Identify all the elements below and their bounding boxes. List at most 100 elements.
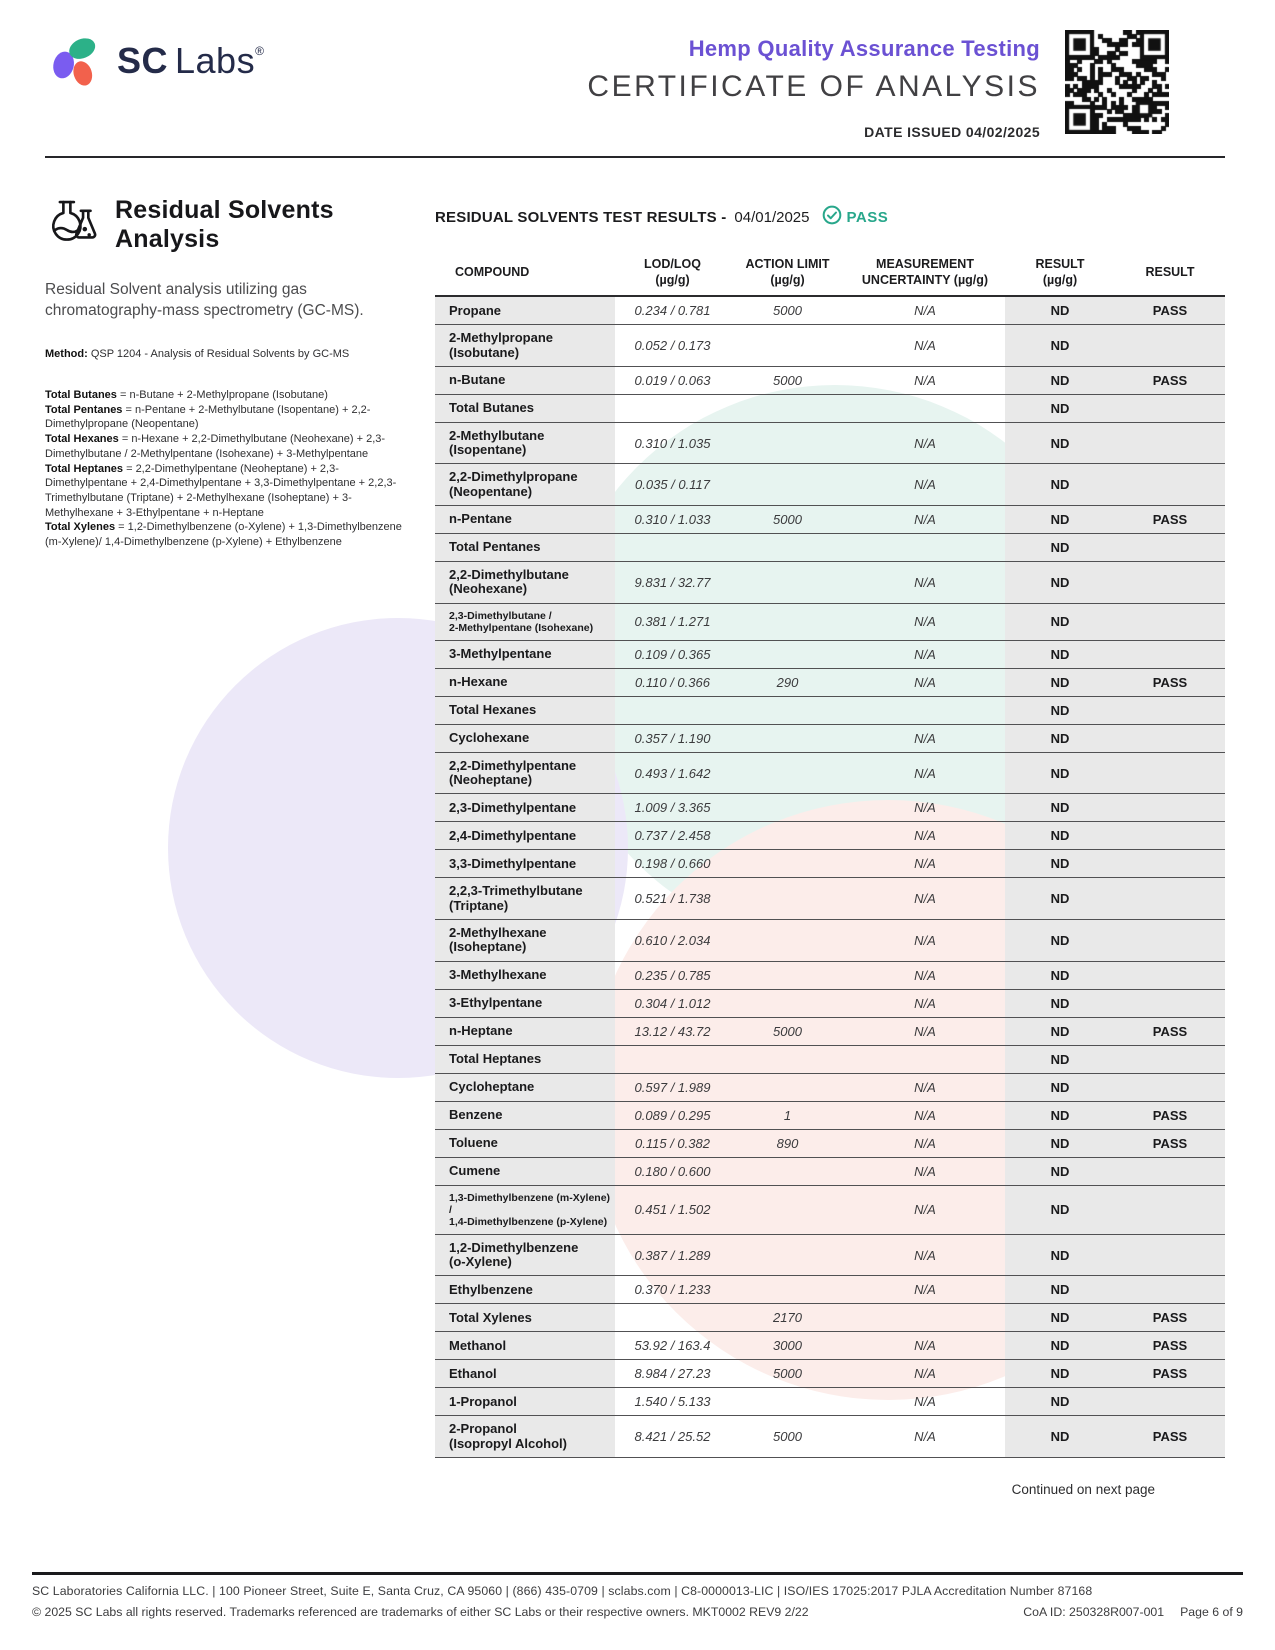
results-table-header: COMPOUND LOD/LOQ (µg/g) ACTION LIMIT (µg/g) M… — [435, 251, 1225, 298]
pass-cell — [1115, 724, 1225, 753]
header-divider — [45, 156, 1225, 158]
column-header: MEASUREMENT UNCERTAINTY (µg/g) — [845, 251, 1005, 298]
action-limit-cell — [730, 533, 845, 563]
result-cell: ND — [1005, 1017, 1115, 1046]
result-cell: ND — [1005, 1185, 1115, 1235]
table-row: Toluene 0.115 / 0.382 890 N/A ND PASS — [435, 1129, 1225, 1158]
action-limit-cell — [730, 1185, 845, 1235]
result-cell: ND — [1005, 877, 1115, 920]
lodloq-cell: 0.089 / 0.295 — [615, 1101, 730, 1130]
analysis-description: Residual Solvent analysis utilizing gas … — [45, 281, 364, 319]
uncertainty-cell: N/A — [845, 793, 1005, 823]
uncertainty-cell: N/A — [845, 296, 1005, 326]
pass-cell: PASS — [1115, 1129, 1225, 1158]
pass-cell: PASS — [1115, 1415, 1225, 1458]
pass-cell: PASS — [1115, 1101, 1225, 1130]
action-limit-cell — [730, 919, 845, 962]
pass-cell: PASS — [1115, 366, 1225, 395]
uncertainty-cell: N/A — [845, 668, 1005, 697]
pass-cell: PASS — [1115, 505, 1225, 535]
pass-cell: PASS — [1115, 1017, 1225, 1046]
pass-cell — [1115, 961, 1225, 990]
compound-cell: Total Xylenes — [435, 1303, 615, 1333]
result-cell: ND — [1005, 533, 1115, 563]
result-cell: ND — [1005, 463, 1115, 507]
compound-cell: 2,2-Dimethylpentane (Neoheptane) — [435, 752, 615, 795]
result-cell: ND — [1005, 1303, 1115, 1333]
section-title: Residual Solvents Analysis — [115, 196, 334, 253]
copyright-line: © 2025 SC Labs all rights reserved. Trad… — [32, 1605, 1243, 1619]
lodloq-cell — [615, 1045, 730, 1074]
result-cell: ND — [1005, 849, 1115, 879]
action-limit-cell: 3000 — [730, 1331, 845, 1361]
column-header: RESULT — [1115, 251, 1225, 298]
solvent-definitions: Total Butanes = n-Butane + 2-Methylpropa… — [45, 388, 420, 550]
compound-cell: 2,4-Dimethylpentane — [435, 821, 615, 851]
lodloq-cell: 0.381 / 1.271 — [615, 603, 730, 641]
results-table: COMPOUND LOD/LOQ (µg/g) ACTION LIMIT (µg/g) M… — [435, 251, 1225, 1458]
compound-cell: n-Pentane — [435, 505, 615, 535]
result-cell: ND — [1005, 1359, 1115, 1389]
table-row: 2,2-Dimethylpentane (Neoheptane) 0.493 / … — [435, 752, 1225, 795]
pass-cell — [1115, 877, 1225, 920]
lodloq-cell: 0.597 / 1.989 — [615, 1073, 730, 1102]
results-table-body: Propane 0.234 / 0.781 5000 N/A ND PASS 2-Methy… — [435, 296, 1225, 1458]
pass-cell — [1115, 640, 1225, 669]
solvent-definition: Total Hexanes = n-Hexane + 2,2-Dimethylb… — [45, 433, 386, 460]
compound-cell: 2,2,3-Trimethylbutane (Triptane) — [435, 877, 615, 920]
lodloq-cell: 0.180 / 0.600 — [615, 1157, 730, 1186]
flask-icon — [45, 198, 101, 253]
table-row: 3-Methylpentane 0.109 / 0.365 N/A ND — [435, 640, 1225, 669]
solvent-definition: Total Pentanes = n-Pentane + 2-Methylbut… — [45, 403, 371, 431]
compound-cell: n-Butane — [435, 366, 615, 395]
pass-cell — [1115, 603, 1225, 641]
pass-cell: PASS — [1115, 1331, 1225, 1361]
result-cell: ND — [1005, 696, 1115, 725]
action-limit-cell — [730, 821, 845, 851]
solvent-definition: Total Xylenes = 1,2-Dimethylbenzene (o-X… — [45, 521, 402, 549]
method-label: Method: — [45, 347, 88, 360]
uncertainty-cell: N/A — [845, 366, 1005, 395]
table-row: 1,2-Dimethylbenzene (o-Xylene) 0.387 / 1.… — [435, 1234, 1225, 1277]
compound-cell: 1,2-Dimethylbenzene (o-Xylene) — [435, 1234, 615, 1277]
uncertainty-cell: N/A — [845, 1234, 1005, 1277]
pass-cell — [1115, 463, 1225, 507]
uncertainty-cell: N/A — [845, 1017, 1005, 1046]
action-limit-cell: 5000 — [730, 296, 845, 326]
lodloq-cell — [615, 533, 730, 563]
pass-cell — [1115, 752, 1225, 795]
definition-term: Total Heptanes — [45, 462, 124, 475]
uncertainty-cell — [845, 394, 1005, 423]
pass-cell — [1115, 849, 1225, 879]
lodloq-cell: 0.610 / 2.034 — [615, 919, 730, 962]
result-cell: ND — [1005, 821, 1115, 851]
table-row: n-Pentane 0.310 / 1.033 5000 N/A ND PASS — [435, 505, 1225, 535]
lodloq-cell: 0.110 / 0.366 — [615, 668, 730, 697]
action-limit-cell — [730, 561, 845, 604]
compound-cell: 2,2-Dimethylpropane (Neopentane) — [435, 463, 615, 507]
table-row: Methanol 53.92 / 163.4 3000 N/A ND PASS — [435, 1331, 1225, 1361]
results-date: 04/01/2025 — [734, 208, 810, 226]
lodloq-cell: 0.387 / 1.289 — [615, 1234, 730, 1277]
column-header: ACTION LIMIT (µg/g) — [730, 251, 845, 298]
results-section: RESIDUAL SOLVENTS TEST RESULTS - 04/01/2… — [435, 205, 1225, 1497]
lodloq-cell: 0.493 / 1.642 — [615, 752, 730, 795]
uncertainty-cell: N/A — [845, 505, 1005, 535]
action-limit-cell: 1 — [730, 1101, 845, 1130]
result-cell: ND — [1005, 1331, 1115, 1361]
qr-code — [1063, 28, 1171, 136]
uncertainty-cell: N/A — [845, 1415, 1005, 1458]
pass-cell: PASS — [1115, 1359, 1225, 1389]
table-row: Total Heptanes ND — [435, 1045, 1225, 1074]
result-cell: ND — [1005, 1415, 1115, 1458]
pass-cell — [1115, 1157, 1225, 1186]
action-limit-cell — [730, 752, 845, 795]
compound-cell: Total Heptanes — [435, 1045, 615, 1074]
lodloq-cell: 53.92 / 163.4 — [615, 1331, 730, 1361]
uncertainty-cell: N/A — [845, 961, 1005, 990]
action-limit-cell — [730, 324, 845, 367]
lodloq-cell: 0.357 / 1.190 — [615, 724, 730, 753]
compound-cell: 3,3-Dimethylpentane — [435, 849, 615, 879]
table-row: Ethanol 8.984 / 27.23 5000 N/A ND PASS — [435, 1359, 1225, 1389]
